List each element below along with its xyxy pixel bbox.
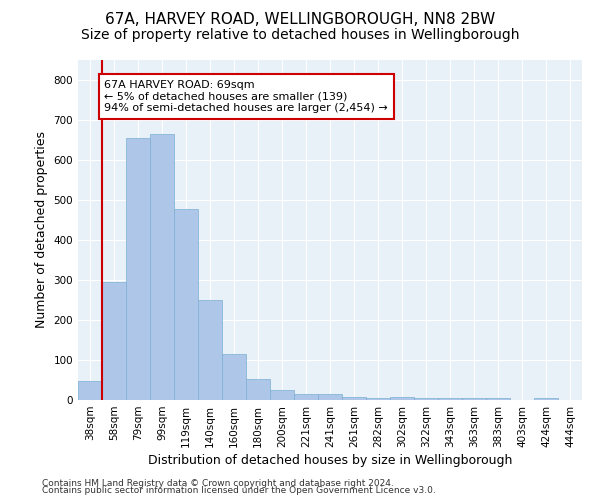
Text: 67A HARVEY ROAD: 69sqm
← 5% of detached houses are smaller (139)
94% of semi-det: 67A HARVEY ROAD: 69sqm ← 5% of detached … [104, 80, 388, 113]
Bar [150, 134, 174, 400]
Bar [174, 209, 198, 400]
Bar [126, 138, 150, 400]
X-axis label: Distribution of detached houses by size in Wellingborough: Distribution of detached houses by size … [148, 454, 512, 467]
Bar [462, 398, 486, 400]
Bar [414, 398, 438, 400]
Bar [390, 397, 414, 400]
Bar [198, 300, 222, 400]
Bar [366, 398, 390, 400]
Text: 67A, HARVEY ROAD, WELLINGBOROUGH, NN8 2BW: 67A, HARVEY ROAD, WELLINGBOROUGH, NN8 2B… [105, 12, 495, 28]
Bar [534, 398, 558, 400]
Bar [222, 354, 246, 400]
Bar [318, 394, 342, 400]
Bar [270, 390, 294, 400]
Bar [78, 381, 102, 400]
Bar [342, 397, 366, 400]
Text: Size of property relative to detached houses in Wellingborough: Size of property relative to detached ho… [81, 28, 519, 42]
Bar [246, 379, 270, 400]
Bar [486, 398, 510, 400]
Bar [102, 282, 126, 400]
Text: Contains HM Land Registry data © Crown copyright and database right 2024.: Contains HM Land Registry data © Crown c… [42, 478, 394, 488]
Y-axis label: Number of detached properties: Number of detached properties [35, 132, 48, 328]
Bar [438, 398, 462, 400]
Text: Contains public sector information licensed under the Open Government Licence v3: Contains public sector information licen… [42, 486, 436, 495]
Bar [294, 394, 318, 400]
